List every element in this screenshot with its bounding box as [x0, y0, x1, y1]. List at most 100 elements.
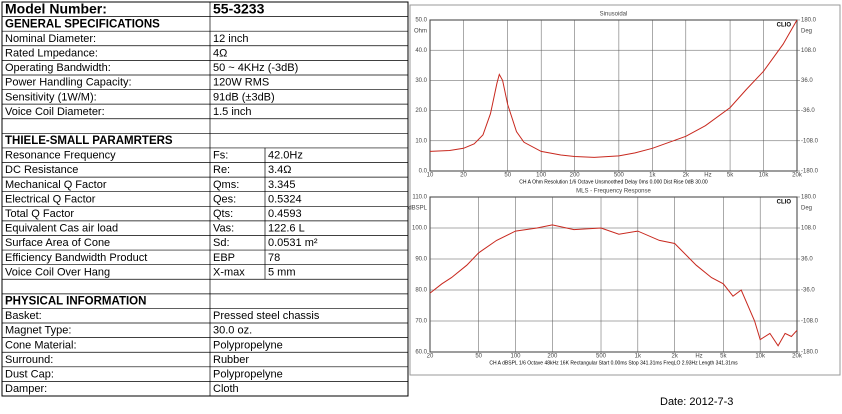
x-tick-label: 2k: [683, 173, 690, 179]
y-tick-label: 40.0: [415, 48, 427, 54]
table-border: [1, 1, 409, 397]
spec-label: Voice Coil Over Hang: [5, 266, 110, 278]
model-value: 55-3233: [213, 0, 265, 16]
y2-tick-label: 36.0: [801, 78, 813, 84]
plot-area: [429, 196, 798, 353]
y-tick-label: 70.0: [415, 319, 427, 325]
y2-tick-label: 36.0: [801, 257, 813, 263]
y-tick-label: 30.0: [415, 78, 427, 84]
spec-label: Rated Lmpedance:: [5, 47, 98, 59]
spec-label: Nominal Diameter:: [5, 33, 96, 45]
y2-tick-label: 180.0: [801, 18, 817, 24]
y2-tick-label: -36.0: [801, 288, 815, 294]
spec-label: Dust Cap:: [5, 369, 54, 381]
y-tick-label: 100.0: [412, 226, 428, 232]
spec-value: Cloth: [213, 383, 239, 395]
plot-area: [429, 19, 798, 172]
chart-title: Sinusoidal: [600, 12, 628, 18]
y-axis-label: dBSPL: [408, 206, 427, 212]
y2-tick-label: -180.0: [801, 350, 819, 356]
spec-label: Equivalent Cas air load: [5, 223, 118, 235]
spec-label: Magnet Type:: [5, 325, 71, 337]
section-title: THIELE-SMALL PARAMRTERS: [5, 135, 173, 147]
spec-value: 0.0531 m²: [268, 237, 318, 249]
spec-value: 50 ~ 4KHz (-3dB): [213, 62, 298, 74]
spec-symbol: Qms:: [213, 179, 239, 191]
x-unit: Hz: [695, 354, 702, 360]
spec-value: Polypropelyne: [213, 339, 283, 351]
y-tick-label: 20.0: [415, 108, 427, 114]
y-tick-label: 90.0: [415, 257, 427, 263]
x-tick-label: 100: [510, 354, 521, 360]
spec-value: Polypropelyne: [213, 369, 283, 381]
footer: CH A dBSPL 1/6 Octave 48kHz 16K Rectangu…: [489, 360, 738, 366]
brand: CLIO: [777, 23, 792, 29]
date: Date: 2012-7-3: [660, 396, 733, 408]
y2-tick-label: -108.0: [801, 138, 819, 144]
spec-label: Damper:: [5, 383, 47, 395]
spec-value: Rubber: [213, 354, 249, 366]
x-tick-label: 20k: [792, 173, 803, 179]
spec-value: 91dB (±3dB): [213, 91, 275, 103]
spec-label: Sensitivity (1W/M):: [5, 91, 97, 103]
x-tick-label: 200: [570, 173, 581, 179]
curve: [429, 19, 798, 158]
y2-tick-label: -180.0: [801, 169, 819, 175]
x-tick-label: 20: [427, 354, 434, 360]
spec-value: Pressed steel chassis: [213, 310, 320, 322]
spec-label: Cone Material:: [5, 339, 77, 351]
y-tick-label: 110.0: [412, 195, 427, 201]
spec-label: Surround:: [5, 354, 53, 366]
y-tick-label: 10.0: [415, 138, 427, 144]
spec-label: Mechanical Q Factor: [5, 179, 107, 191]
spec-label: DC Resistance: [5, 164, 78, 176]
y-tick-label: 0.0: [419, 169, 428, 175]
spec-symbol: Re:: [213, 164, 230, 176]
spec-value: 3.345: [268, 179, 296, 191]
section-title: PHYSICAL INFORMATION: [5, 296, 146, 308]
spec-label: Surface Area of Cone: [5, 237, 110, 249]
spec-value: 0.4593: [268, 208, 302, 220]
spec-value: 120W RMS: [213, 77, 269, 89]
x-tick-label: 2k: [671, 354, 678, 360]
x-tick-label: 10k: [755, 354, 766, 360]
y2-tick-label: 108.0: [801, 226, 817, 232]
y-tick-label: 50.0: [415, 18, 427, 24]
x-tick-label: 5k: [720, 354, 727, 360]
spec-value: 30.0 oz.: [213, 325, 252, 337]
footer: CH A Ohm Resolution 1/6 Octave Unsmoothe…: [519, 179, 708, 185]
spec-label: Efficiency Bandwidth Product: [5, 252, 147, 264]
x-tick-label: 500: [614, 173, 625, 179]
y2-axis-label: Deg: [801, 29, 812, 35]
spec-symbol: Fs:: [213, 150, 228, 162]
spec-value: 12 inch: [213, 33, 248, 45]
x-tick-label: 10k: [759, 173, 770, 179]
x-tick-label: 200: [547, 354, 558, 360]
curve: [429, 224, 798, 347]
spec-label: Basket:: [5, 310, 42, 322]
spec-value: 3.4Ω: [268, 164, 292, 176]
y2-tick-label: 180.0: [801, 195, 817, 201]
spec-value: 5 mm: [268, 266, 296, 278]
x-tick-label: 50: [504, 173, 511, 179]
x-tick-label: 10: [427, 173, 434, 179]
spec-label: Total Q Factor: [5, 208, 74, 220]
spec-symbol: X-max: [213, 266, 245, 278]
x-tick-label: 5k: [727, 173, 734, 179]
spec-symbol: Qes:: [213, 193, 236, 205]
x-tick-label: 500: [596, 354, 607, 360]
y2-tick-label: -108.0: [801, 319, 819, 325]
y-tick-label: 80.0: [415, 288, 427, 294]
x-tick-label: 20k: [792, 354, 803, 360]
chart-panel: [409, 4, 841, 376]
spec-symbol: Vas:: [213, 223, 234, 235]
y2-tick-label: -36.0: [801, 108, 815, 114]
spec-value: 1.5 inch: [213, 106, 252, 118]
spec-value: 4Ω: [213, 47, 227, 59]
model-label: Model Number:: [5, 0, 107, 16]
spec-label: Resonance Frequency: [5, 150, 116, 162]
spec-symbol: Qts:: [213, 208, 233, 220]
x-tick-label: 50: [475, 354, 482, 360]
x-unit: Hz: [704, 173, 711, 179]
